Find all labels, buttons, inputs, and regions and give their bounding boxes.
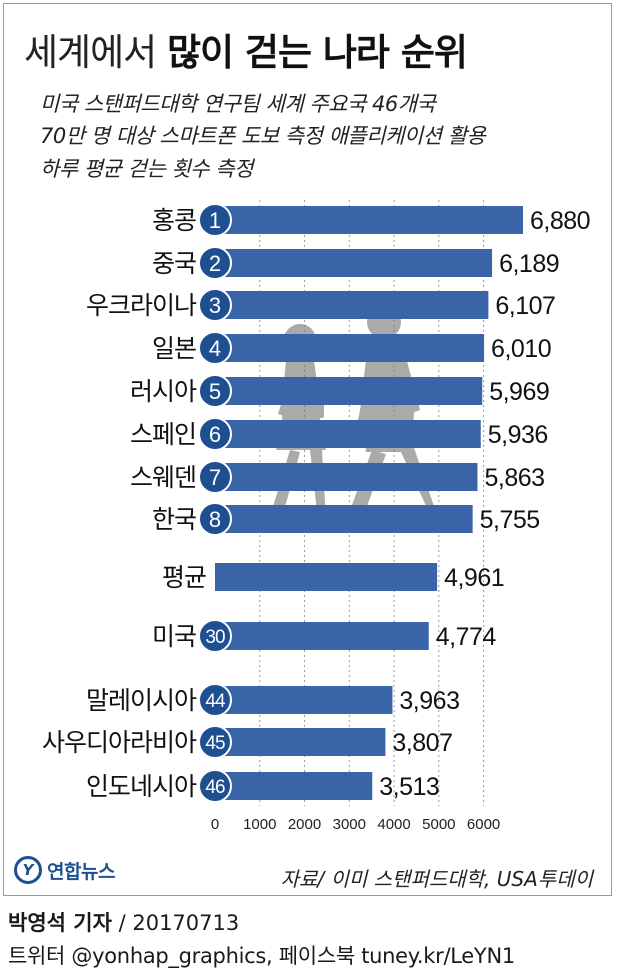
bar-11 — [215, 728, 386, 756]
bar-4 — [215, 377, 483, 405]
category-label-8: 평균 — [162, 563, 206, 592]
value-label-10: 3,963 — [399, 687, 459, 715]
yonhap-logo-text: 연합뉴스 — [47, 860, 115, 883]
rank-number-0: 1 — [209, 208, 221, 233]
rank-number-6: 7 — [209, 465, 221, 490]
category-label-0: 홍콩 — [152, 206, 196, 235]
bar-9 — [215, 622, 429, 650]
value-label-1: 6,189 — [499, 250, 559, 278]
value-label-2: 6,107 — [495, 292, 555, 320]
x-tick-label-4: 4000 — [377, 816, 410, 833]
bars-group: 6,880 홍콩 1 6,189 중국 2 6,107 우크라이나 3 6,010 일본 4 5,969… — [42, 203, 591, 803]
rank-number-2: 3 — [209, 293, 221, 318]
x-tick-label-3: 3000 — [333, 816, 366, 833]
value-label-4: 5,969 — [489, 378, 549, 406]
title-light: 세계에서 — [24, 31, 157, 74]
source-note: 자료/ 이미 스탠퍼드대학, USA투데이 — [280, 867, 593, 891]
reporter-name: 박영석 기자 — [8, 911, 112, 935]
x-tick-label-2: 2000 — [288, 816, 321, 833]
rank-number-1: 2 — [209, 251, 221, 276]
category-label-3: 일본 — [152, 334, 196, 363]
rank-number-3: 4 — [209, 336, 221, 361]
rank-number-10: 44 — [205, 691, 226, 712]
rank-badge-7 — [198, 502, 232, 536]
byline: 박영석 기자 / 20170713 — [8, 907, 239, 937]
value-label-5: 5,936 — [488, 421, 548, 449]
rank-number-9: 30 — [205, 627, 225, 648]
category-label-7: 한국 — [152, 505, 196, 534]
x-tick-label-5: 5000 — [422, 816, 455, 833]
bar-6 — [215, 463, 478, 491]
bar-2 — [215, 291, 489, 319]
social-links: 트위터 @yonhap_graphics, 페이스북 tuney.kr/LeYN… — [8, 944, 515, 968]
value-label-7: 5,755 — [480, 506, 540, 534]
rank-badge-0 — [198, 203, 232, 237]
value-label-3: 6,010 — [491, 335, 551, 363]
rank-number-7: 8 — [209, 507, 221, 532]
grid-lines — [259, 200, 485, 806]
category-label-1: 중국 — [152, 249, 196, 278]
rank-badge-12 — [198, 769, 232, 803]
title-bold: 많이 걷는 나라 순위 — [166, 31, 468, 74]
category-label-6: 스웨덴 — [130, 463, 196, 492]
value-label-11: 3,807 — [392, 729, 452, 757]
category-label-9: 미국 — [152, 622, 196, 651]
category-label-4: 러시아 — [130, 377, 197, 406]
bar-1 — [215, 249, 493, 277]
rank-badge-1 — [198, 246, 232, 280]
x-tick-label-0: 0 — [211, 816, 219, 833]
category-label-11: 사우디아라비아 — [42, 728, 197, 757]
category-label-10: 말레이시아 — [86, 686, 197, 715]
subtitle-line-2: 70만 명 대상 스마트폰 도보 측정 애플리케이션 활용 — [40, 124, 486, 148]
x-tick-label-1: 1000 — [243, 816, 276, 833]
rank-badge-10 — [198, 683, 232, 717]
rank-number-11: 45 — [205, 733, 225, 754]
bar-0 — [215, 206, 523, 234]
bar-8 — [215, 563, 438, 591]
rank-badge-9 — [198, 619, 232, 653]
category-label-12: 인도네시아 — [86, 772, 197, 801]
rank-badge-4 — [198, 374, 232, 408]
value-label-0: 6,880 — [530, 207, 590, 235]
bar-10 — [215, 686, 393, 714]
rank-number-12: 46 — [205, 777, 225, 798]
yonhap-logo-icon: Y — [14, 856, 42, 884]
rank-badge-5 — [198, 417, 232, 451]
bar-12 — [215, 772, 373, 800]
value-label-6: 5,863 — [484, 464, 544, 492]
yonhap-logo: Y 연합뉴스 — [14, 856, 115, 884]
subtitle-line-3: 하루 평균 걷는 횟수 측정 — [40, 157, 253, 181]
rank-number-5: 6 — [209, 422, 221, 447]
bar-7 — [215, 505, 473, 533]
rank-number-4: 5 — [209, 379, 221, 404]
x-axis: 0 1000 2000 3000 4000 5000 6000 — [211, 816, 500, 833]
value-label-12: 3,513 — [379, 773, 439, 801]
publish-date: / 20170713 — [111, 911, 240, 935]
value-label-9: 4,774 — [436, 623, 497, 651]
bar-3 — [215, 334, 485, 362]
x-tick-label-6: 6000 — [467, 816, 500, 833]
category-label-5: 스페인 — [130, 420, 196, 449]
rank-badge-11 — [198, 725, 232, 759]
rank-badge-2 — [198, 288, 232, 322]
bar-5 — [215, 420, 481, 448]
rank-badge-6 — [198, 460, 232, 494]
subtitle-line-1: 미국 스탠퍼드대학 연구팀 세계 주요국 46개국 — [40, 92, 436, 116]
category-label-2: 우크라이나 — [86, 291, 197, 320]
chart-title: 세계에서 많이 걷는 나라 순위 — [24, 22, 468, 76]
rank-badge-3 — [198, 331, 232, 365]
value-label-8: 4,961 — [444, 564, 504, 592]
